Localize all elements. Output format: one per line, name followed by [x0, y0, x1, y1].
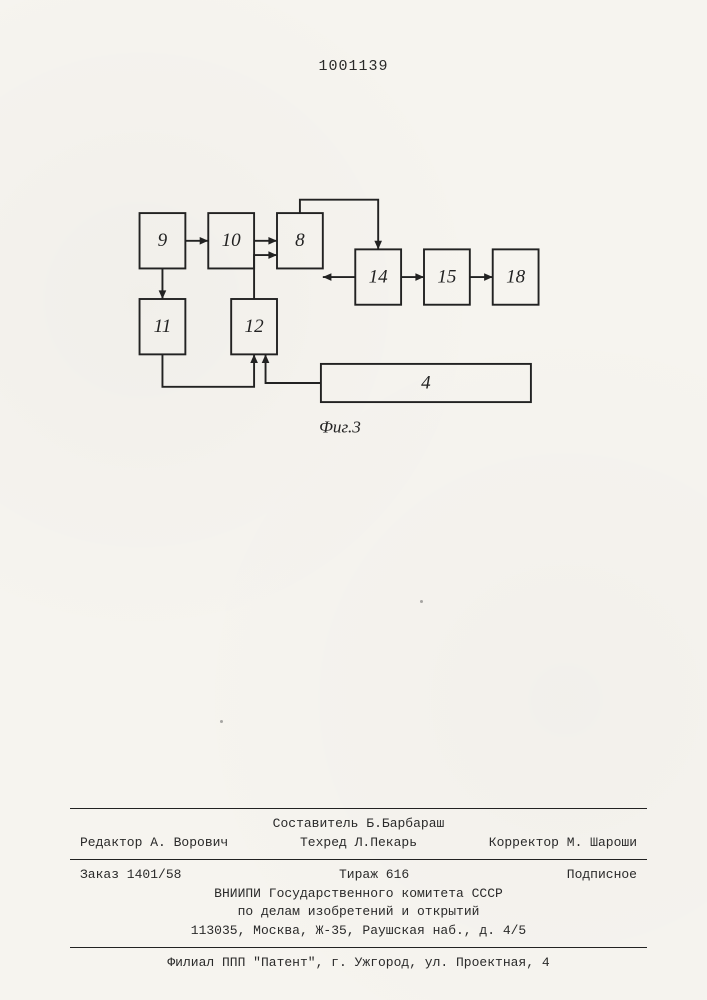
svg-text:15: 15: [437, 266, 456, 287]
svg-text:8: 8: [295, 230, 305, 251]
address-line: 113035, Москва, Ж-35, Раушская наб., д. …: [70, 922, 647, 941]
svg-text:18: 18: [506, 266, 526, 287]
svg-text:10: 10: [222, 230, 242, 251]
svg-text:12: 12: [245, 316, 265, 337]
compiler-line: Составитель Б.Барбараш: [70, 815, 647, 834]
org-line-2: по делам изобретений и открытий: [70, 903, 647, 922]
techred-label: Техред Л.Пекарь: [300, 834, 417, 853]
svg-text:11: 11: [154, 316, 172, 337]
svg-text:14: 14: [369, 266, 389, 287]
document-number: 1001139: [0, 58, 707, 75]
imprint-footer: Составитель Б.Барбараш Редактор А. Воров…: [70, 802, 647, 973]
svg-text:9: 9: [158, 230, 168, 251]
filial-line: Филиал ППП "Патент", г. Ужгород, ул. Про…: [70, 954, 647, 973]
svg-text:Фиг.3: Фиг.3: [319, 418, 361, 437]
editor-label: Редактор А. Ворович: [80, 834, 228, 853]
podpisnoe-label: Подписное: [567, 866, 637, 885]
tirazh-label: Тираж 616: [339, 866, 409, 885]
block-diagram: 9 10 8 14 15 18 11 12 4 Фиг.3: [130, 190, 550, 450]
org-line-1: ВНИИПИ Государственного комитета СССР: [70, 885, 647, 904]
svg-text:4: 4: [421, 372, 431, 393]
order-number: Заказ 1401/58: [80, 866, 181, 885]
corrector-label: Корректор М. Шароши: [489, 834, 637, 853]
